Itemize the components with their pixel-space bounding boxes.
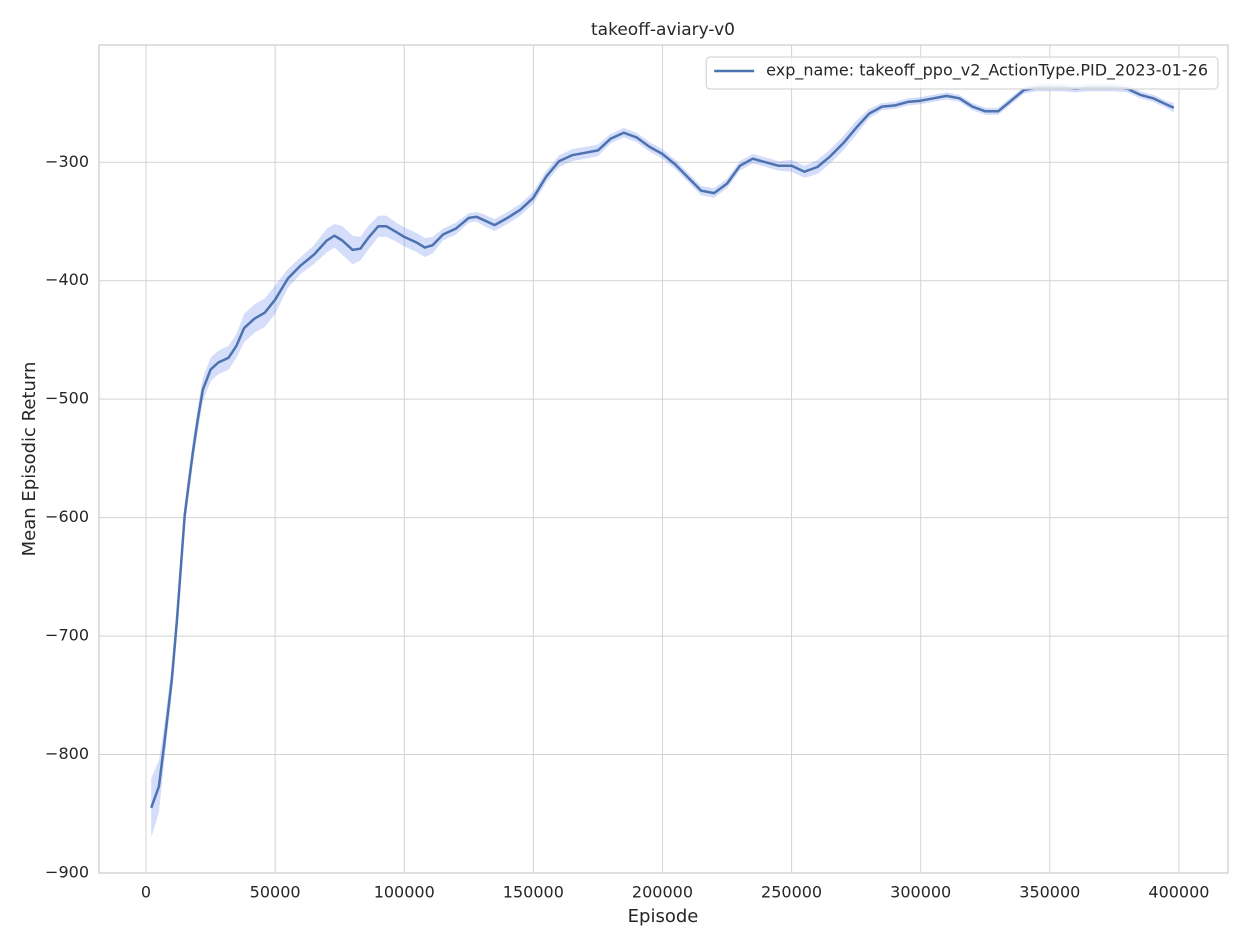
y-tick-label: −400 [45, 270, 89, 289]
chart-title: takeoff-aviary-v0 [591, 20, 735, 40]
x-tick-label: 50000 [250, 883, 301, 902]
y-tick-label: −800 [45, 744, 89, 763]
x-axis-label: Episode [628, 906, 699, 927]
x-tick-label: 300000 [890, 883, 951, 902]
y-tick-label: −700 [45, 626, 89, 645]
x-tick-label: 350000 [1019, 883, 1080, 902]
x-tick-label: 150000 [503, 883, 564, 902]
y-tick-label: −900 [45, 863, 89, 882]
x-tick-label: 400000 [1148, 883, 1209, 902]
x-tick-label: 100000 [374, 883, 435, 902]
y-axis-label: Mean Episodic Return [19, 362, 40, 557]
y-tick-label: −600 [45, 507, 89, 526]
legend-label: exp_name: takeoff_ppo_v2_ActionType.PID_… [766, 61, 1208, 81]
x-tick-label: 0 [141, 883, 151, 902]
data-line [150, 86, 1175, 809]
legend: exp_name: takeoff_ppo_v2_ActionType.PID_… [705, 56, 1219, 90]
y-tick-label: −500 [45, 389, 89, 408]
y-tick-label: −300 [45, 152, 89, 171]
legend-box [705, 56, 1219, 90]
plot-frame [98, 44, 1229, 874]
x-tick-label: 200000 [632, 883, 693, 902]
x-tick-label: 250000 [761, 883, 822, 902]
